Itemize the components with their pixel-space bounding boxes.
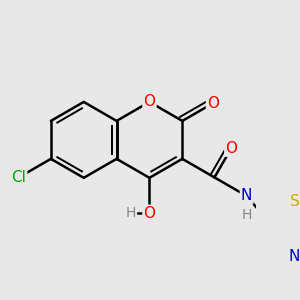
Text: O: O (207, 96, 219, 111)
Text: N: N (289, 249, 300, 264)
Text: H: H (126, 206, 136, 220)
Text: O: O (143, 206, 155, 221)
Text: O: O (143, 94, 155, 110)
Text: O: O (225, 141, 237, 156)
Text: H: H (242, 208, 252, 221)
Text: Cl: Cl (11, 170, 26, 185)
Text: N: N (241, 188, 252, 203)
Text: S: S (290, 194, 300, 209)
